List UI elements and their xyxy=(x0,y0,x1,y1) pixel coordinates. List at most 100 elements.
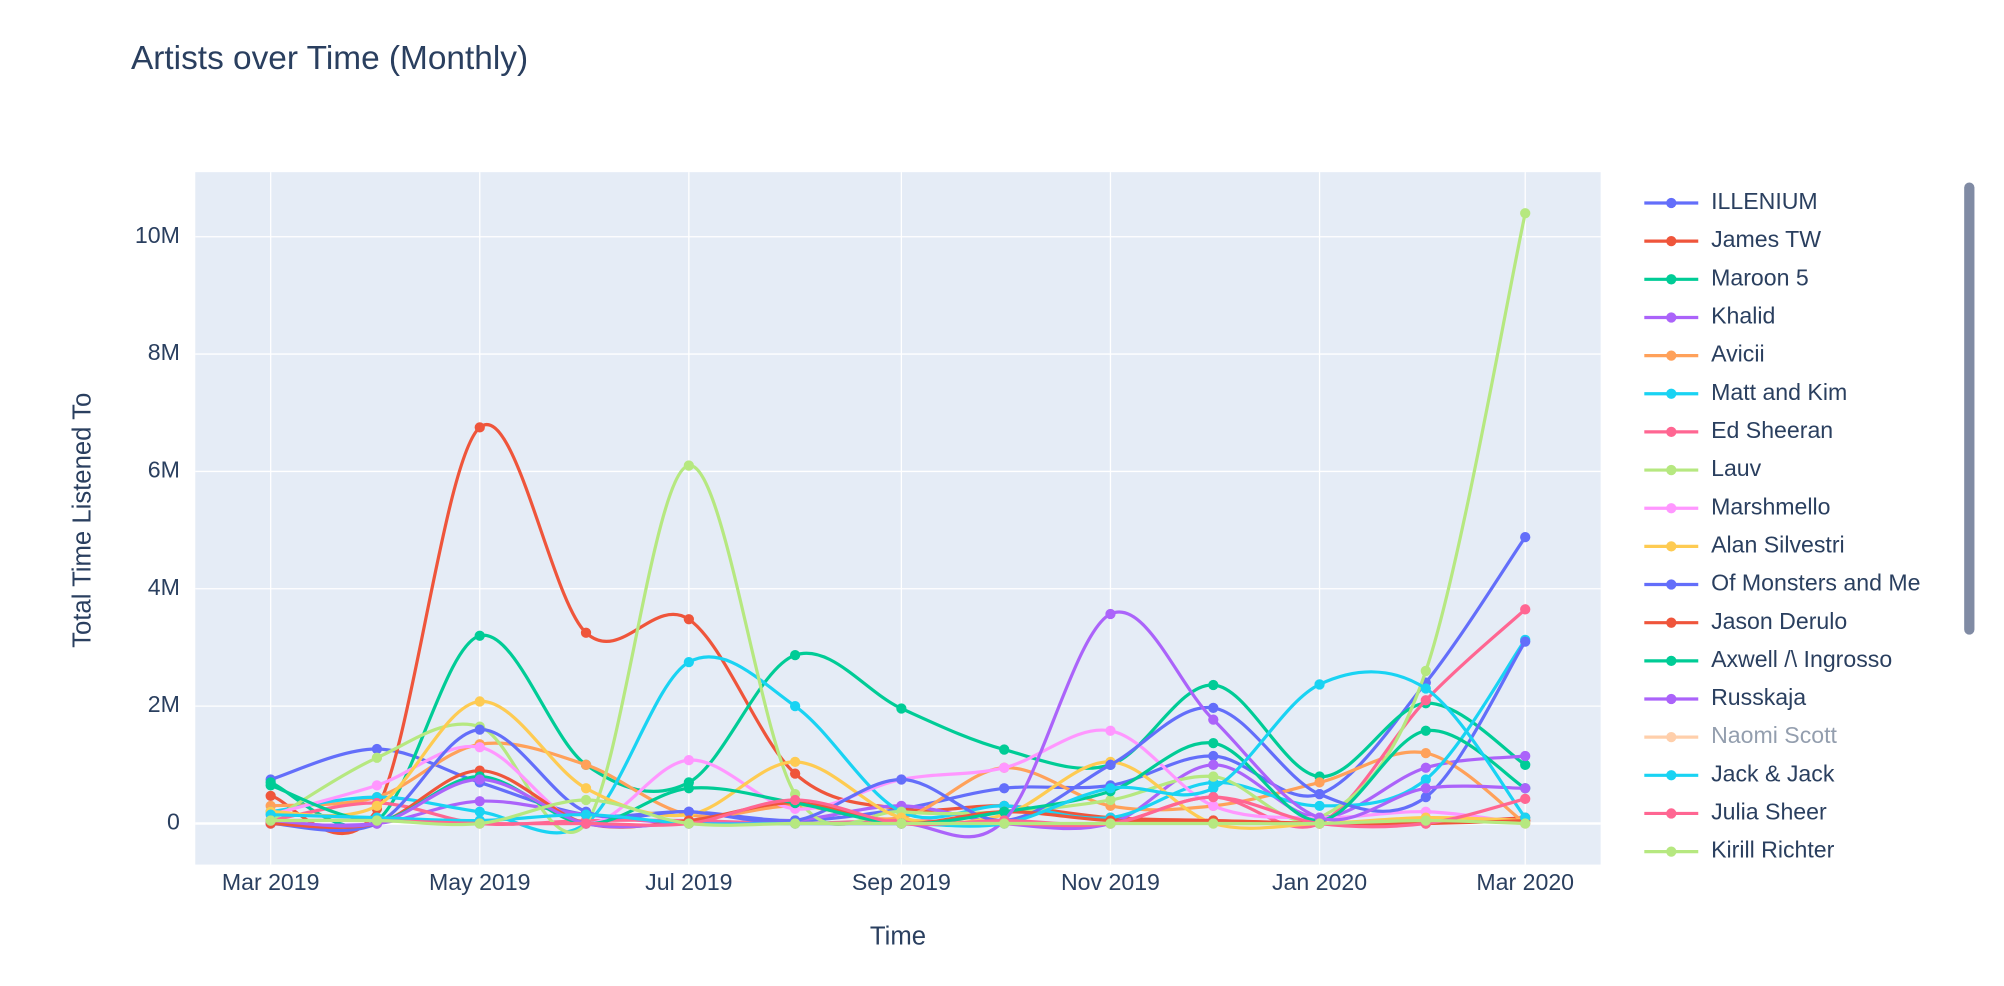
legend-swatch-marker xyxy=(1666,541,1677,552)
data-point xyxy=(1105,759,1116,770)
legend-item[interactable]: Kirill Richter xyxy=(1644,837,1835,863)
y-tick-label: 8M xyxy=(148,339,180,365)
y-tick-label: 4M xyxy=(148,574,180,600)
legend-item[interactable]: Naomi Scott xyxy=(1644,722,1838,748)
legend-label: Alan Silvestri xyxy=(1711,531,1845,557)
legend-item[interactable]: Jack & Jack xyxy=(1644,760,1835,786)
legend-item[interactable]: Avicii xyxy=(1644,341,1765,367)
data-point xyxy=(1420,695,1431,706)
data-point xyxy=(1208,714,1219,725)
chart-title: Artists over Time (Monthly) xyxy=(131,40,528,77)
data-point xyxy=(371,780,383,791)
data-point xyxy=(265,815,276,826)
data-point xyxy=(580,759,592,770)
legend-swatch-marker xyxy=(1666,655,1677,666)
data-point xyxy=(999,744,1010,755)
x-tick-label: Sep 2019 xyxy=(852,869,951,895)
legend-swatch-marker xyxy=(1666,426,1677,438)
plot-lines xyxy=(265,208,1531,839)
y-tick-label: 0 xyxy=(167,809,180,835)
x-tick-label: Jan 2020 xyxy=(1272,869,1367,895)
legend-item[interactable]: Alan Silvestri xyxy=(1644,531,1845,557)
y-tick-label: 2M xyxy=(148,691,180,717)
legend-swatch-marker xyxy=(1666,312,1677,323)
data-point xyxy=(683,783,694,794)
legend-item[interactable]: ILLENIUM xyxy=(1644,188,1818,214)
data-point xyxy=(265,780,276,791)
legend-swatch-marker xyxy=(1666,503,1677,514)
data-point xyxy=(1314,679,1325,690)
legend-label: Matt and Kim xyxy=(1711,379,1847,405)
data-point xyxy=(1520,783,1531,794)
legend-item[interactable]: Lauv xyxy=(1644,455,1762,481)
data-point xyxy=(580,783,592,794)
data-point xyxy=(1105,725,1116,736)
legend-swatch-marker xyxy=(1666,464,1677,476)
legend-item[interactable]: Julia Sheer xyxy=(1644,799,1827,825)
data-point xyxy=(683,614,694,625)
legend-item[interactable]: Khalid xyxy=(1644,303,1775,329)
data-point xyxy=(683,818,694,829)
y-tick-label: 6M xyxy=(148,457,180,483)
legend-label: Julia Sheer xyxy=(1711,799,1827,825)
data-point xyxy=(1420,683,1431,694)
data-point xyxy=(1208,818,1219,829)
data-point xyxy=(1420,774,1431,785)
data-point xyxy=(1105,794,1116,806)
legend-swatch-marker xyxy=(1666,236,1677,247)
legend-label: James TW xyxy=(1711,226,1821,252)
data-point xyxy=(371,752,383,763)
legend-item[interactable]: Axwell /\ Ingrosso xyxy=(1644,646,1892,672)
data-point xyxy=(1420,762,1431,773)
legend-item[interactable]: Jason Derulo xyxy=(1644,608,1847,634)
legend-item[interactable]: Of Monsters and Me xyxy=(1644,570,1920,596)
data-point xyxy=(1314,818,1325,829)
y-tick-label: 10M xyxy=(135,222,180,248)
data-point xyxy=(474,806,485,817)
legend-swatch-marker xyxy=(1666,350,1677,361)
legend-label: Jason Derulo xyxy=(1711,608,1847,634)
legend-item[interactable]: James TW xyxy=(1644,226,1821,252)
x-tick-label: Nov 2019 xyxy=(1061,869,1160,895)
data-point xyxy=(474,796,485,807)
legend-item[interactable]: Maroon 5 xyxy=(1644,264,1809,290)
data-point xyxy=(1520,208,1531,219)
data-point xyxy=(999,762,1010,773)
legend-label: Naomi Scott xyxy=(1711,722,1837,748)
data-point xyxy=(999,783,1010,794)
data-point xyxy=(474,724,485,735)
plot-background xyxy=(195,172,1601,865)
legend-swatch-marker xyxy=(1666,770,1677,781)
data-point xyxy=(789,768,801,779)
data-point xyxy=(1208,702,1219,714)
data-point xyxy=(474,774,485,785)
data-point xyxy=(1420,791,1431,803)
legend-label: Avicii xyxy=(1711,341,1765,367)
data-point xyxy=(1520,750,1531,762)
data-point xyxy=(1208,791,1219,803)
data-point xyxy=(789,756,801,768)
legend-scrollbar[interactable] xyxy=(1964,182,1975,635)
legend-item[interactable]: Marshmello xyxy=(1644,493,1831,519)
data-point xyxy=(896,703,907,714)
data-point xyxy=(1105,783,1116,794)
data-point xyxy=(683,754,694,766)
data-point xyxy=(1520,818,1531,829)
data-point xyxy=(1420,665,1431,677)
legend-label: Maroon 5 xyxy=(1711,264,1809,290)
data-point xyxy=(1105,608,1116,620)
legend-item[interactable]: Ed Sheeran xyxy=(1644,417,1833,443)
data-point xyxy=(1520,604,1531,615)
legend-item[interactable]: Matt and Kim xyxy=(1644,379,1847,405)
x-tick-label: Mar 2019 xyxy=(222,869,320,895)
data-point xyxy=(1520,532,1531,543)
data-point xyxy=(1208,771,1219,782)
x-tick-label: Jul 2019 xyxy=(645,869,732,895)
data-point xyxy=(1208,800,1219,812)
data-point xyxy=(474,696,485,707)
data-point xyxy=(1520,793,1531,804)
data-point xyxy=(1314,789,1325,800)
legend-item[interactable]: Russkaja xyxy=(1644,684,1806,710)
